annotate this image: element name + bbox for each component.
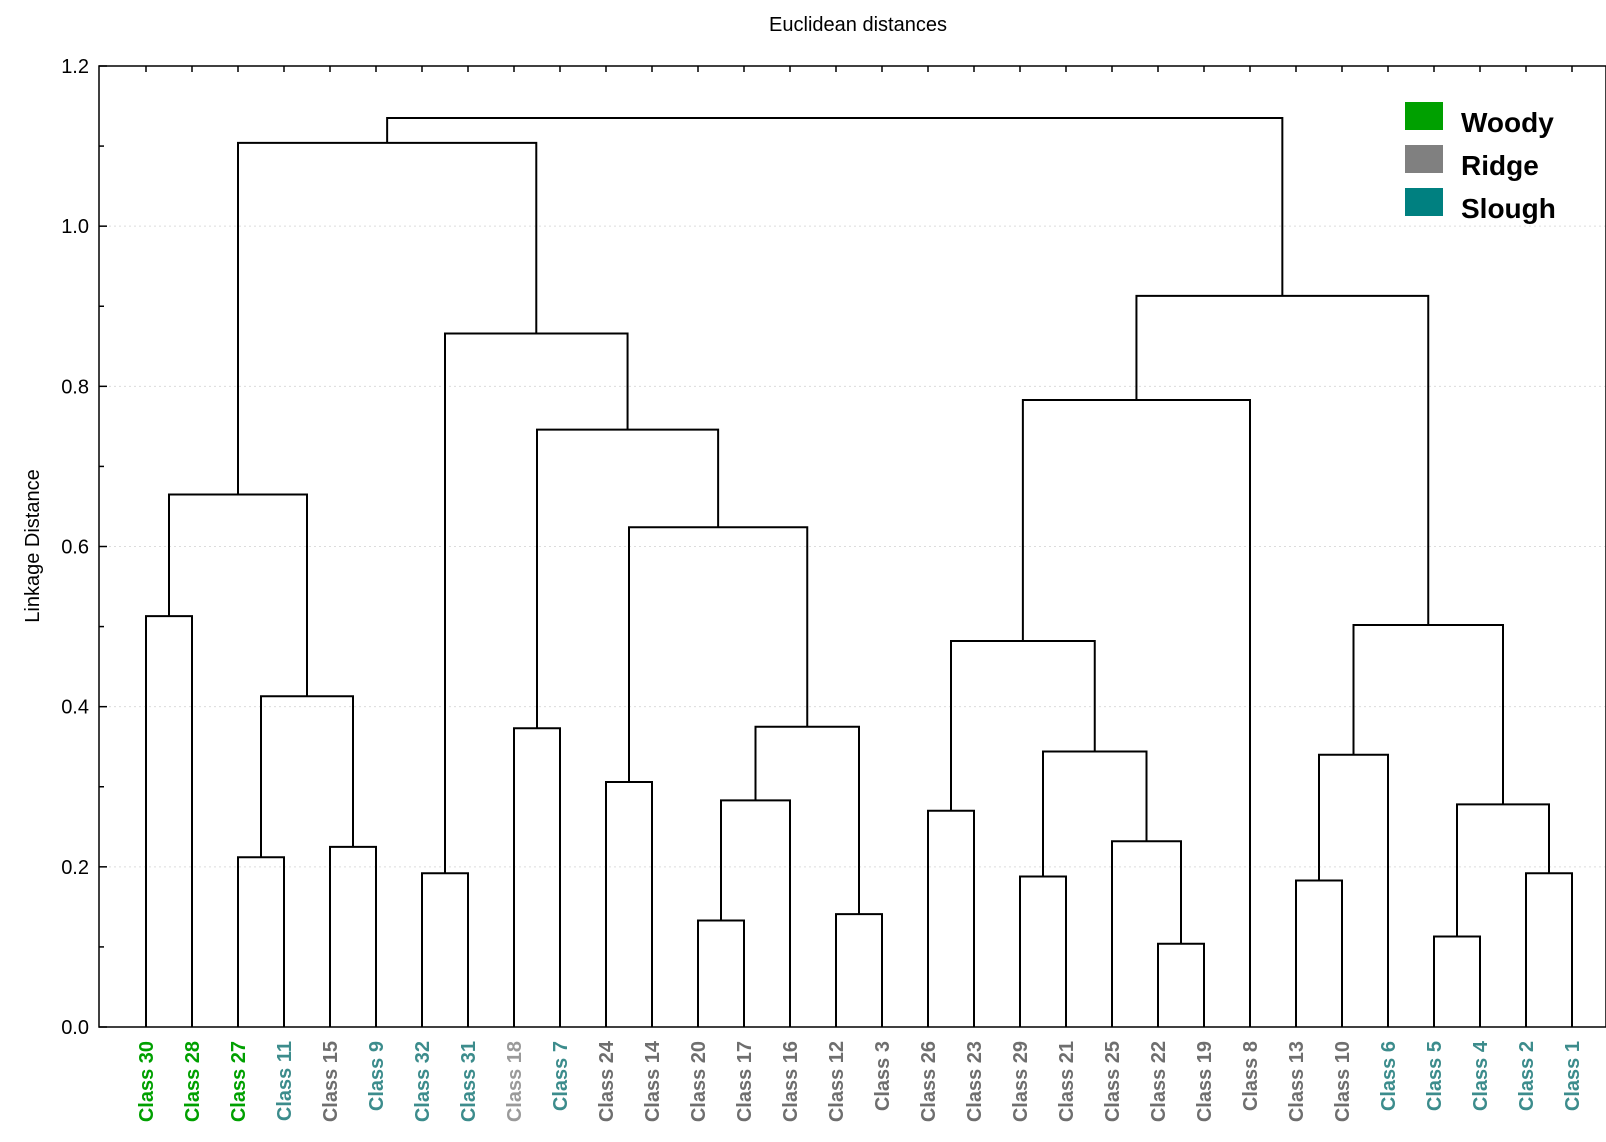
dendrogram-link-16 bbox=[927, 809, 975, 1027]
legend: Woody Ridge Slough bbox=[1405, 102, 1556, 224]
y-tick-label: 1.0 bbox=[61, 216, 89, 238]
dendrogram-link-0 bbox=[145, 615, 193, 1027]
dendrogram-link-19 bbox=[1111, 840, 1182, 1027]
dendrogram-link-21 bbox=[950, 639, 1096, 811]
dendrogram-link-5 bbox=[421, 872, 469, 1027]
y-tick-label: 1.2 bbox=[61, 56, 89, 78]
dendrogram-links bbox=[145, 117, 1573, 1027]
dendrogram-link-23 bbox=[1295, 879, 1343, 1027]
legend-label-woody: Woody bbox=[1461, 107, 1554, 138]
legend-label-ridge: Ridge bbox=[1461, 150, 1539, 181]
leaf-label: Class 21 bbox=[1056, 1041, 1078, 1122]
leaf-label: Class 18 bbox=[504, 1041, 526, 1122]
leaf-label: Class 23 bbox=[964, 1041, 986, 1122]
leaf-label: Class 29 bbox=[1010, 1041, 1032, 1122]
y-tick-label: 0.0 bbox=[61, 1017, 89, 1039]
dendrogram-link-2 bbox=[329, 845, 377, 1027]
leaf-label: Class 2 bbox=[1516, 1041, 1538, 1111]
y-tick-label: 0.6 bbox=[61, 537, 89, 559]
leaf-label: Class 14 bbox=[642, 1040, 664, 1122]
dendrogram-link-10 bbox=[835, 913, 883, 1027]
dendrogram-link-6 bbox=[513, 727, 561, 1027]
leaf-label: Class 30 bbox=[136, 1041, 158, 1122]
leaf-label: Class 6 bbox=[1378, 1041, 1400, 1111]
y-axis-label: Linkage Distance bbox=[22, 469, 44, 622]
leaf-label: Class 1 bbox=[1562, 1041, 1584, 1111]
dendrogram-link-4 bbox=[168, 493, 308, 697]
leaf-label: Class 13 bbox=[1286, 1041, 1308, 1122]
leaf-label: Class 5 bbox=[1424, 1041, 1446, 1111]
dendrogram-link-1 bbox=[237, 856, 285, 1027]
leaf-label: Class 27 bbox=[228, 1041, 250, 1122]
y-tick-label: 0.2 bbox=[61, 857, 89, 879]
dendrogram-link-15 bbox=[237, 141, 538, 495]
leaf-label: Class 28 bbox=[182, 1041, 204, 1122]
leaf-label: Class 22 bbox=[1148, 1041, 1170, 1122]
leaf-label: Class 24 bbox=[596, 1040, 618, 1122]
leaf-label: Class 11 bbox=[274, 1041, 296, 1121]
dendrogram-link-18 bbox=[1157, 942, 1205, 1027]
dendrogram-link-26 bbox=[1525, 872, 1573, 1027]
leaf-label: Class 3 bbox=[872, 1041, 894, 1111]
leaf-label: Class 25 bbox=[1102, 1041, 1124, 1122]
axis-ticks: 0.0 0.2 0.4 0.6 0.8 1.0 1.2 bbox=[61, 56, 1573, 1039]
dendrogram-link-28 bbox=[1352, 623, 1504, 805]
dendrogram-link-20 bbox=[1042, 750, 1148, 877]
leaf-label: Class 15 bbox=[320, 1041, 342, 1122]
leaf-label: Class 26 bbox=[918, 1041, 940, 1122]
dendrogram-link-11 bbox=[754, 725, 860, 915]
leaf-label: Class 19 bbox=[1194, 1041, 1216, 1122]
dendrogram-link-29 bbox=[1135, 294, 1430, 625]
dendrogram-link-7 bbox=[605, 780, 653, 1027]
dendrogram-link-24 bbox=[1318, 753, 1389, 1027]
leaf-label: Class 17 bbox=[734, 1041, 756, 1122]
dendrogram-link-13 bbox=[536, 428, 720, 729]
leaf-label: Class 31 bbox=[458, 1041, 480, 1122]
dendrogram-link-27 bbox=[1456, 803, 1550, 937]
legend-swatch-ridge bbox=[1405, 145, 1443, 173]
dendrogram-link-30 bbox=[386, 117, 1284, 296]
dendrogram-link-12 bbox=[628, 526, 809, 782]
leaf-label: Class 16 bbox=[780, 1041, 802, 1122]
grid-lines bbox=[99, 225, 1606, 868]
leaf-label: Class 12 bbox=[826, 1041, 848, 1122]
dendrogram-link-8 bbox=[697, 919, 745, 1027]
dendrogram-link-9 bbox=[720, 799, 791, 1027]
dendrogram-link-25 bbox=[1433, 935, 1481, 1027]
leaf-label: Class 4 bbox=[1470, 1040, 1492, 1111]
legend-swatch-slough bbox=[1405, 188, 1443, 216]
legend-swatch-woody bbox=[1405, 102, 1443, 130]
leaf-label: Class 10 bbox=[1332, 1041, 1354, 1122]
leaf-label: Class 7 bbox=[550, 1041, 572, 1111]
y-tick-label: 0.8 bbox=[61, 376, 89, 398]
leaf-label: Class 8 bbox=[1240, 1041, 1262, 1111]
dendrogram-link-3 bbox=[260, 695, 354, 858]
dendrogram-link-17 bbox=[1019, 875, 1067, 1027]
leaf-labels: Class 30 Class 28 Class 27 Class 11 Class 15… bbox=[136, 1040, 1584, 1122]
leaf-label: Class 20 bbox=[688, 1041, 710, 1122]
chart-title: Euclidean distances bbox=[769, 14, 947, 36]
leaf-label: Class 32 bbox=[412, 1041, 434, 1122]
legend-label-slough: Slough bbox=[1461, 193, 1556, 224]
y-tick-label: 0.4 bbox=[61, 697, 89, 719]
leaf-label: Class 9 bbox=[366, 1041, 388, 1111]
dendrogram-link-22 bbox=[1021, 398, 1251, 1027]
